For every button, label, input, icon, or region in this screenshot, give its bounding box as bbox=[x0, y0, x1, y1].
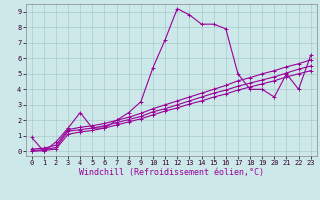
X-axis label: Windchill (Refroidissement éolien,°C): Windchill (Refroidissement éolien,°C) bbox=[79, 168, 264, 177]
